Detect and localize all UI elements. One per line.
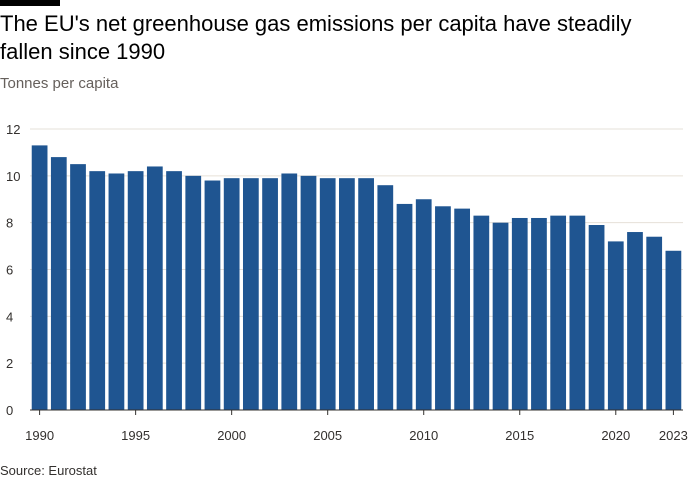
y-tick-label: 4 (6, 309, 13, 324)
bar-2009 (396, 203, 413, 410)
bars (31, 145, 682, 411)
bar-1994 (108, 173, 125, 410)
y-tick-label: 6 (6, 263, 13, 278)
y-tick-label: 10 (6, 169, 20, 184)
bar-2003 (281, 173, 298, 410)
x-tick-label: 2015 (505, 428, 534, 443)
bar-1997 (166, 171, 182, 410)
bar-1991 (50, 157, 67, 410)
bar-2005 (319, 178, 336, 410)
bar-1999 (204, 180, 221, 410)
y-axis-labels: 0 2 4 6 8 10 12 (6, 122, 20, 418)
x-axis-labels: 1990 1995 2000 2005 2010 2015 2020 2023 (25, 428, 688, 443)
bar-2007 (358, 178, 374, 410)
bar-2001 (242, 178, 259, 410)
bar-2000 (223, 178, 240, 410)
bar-1992 (70, 164, 86, 411)
y-tick-label: 2 (6, 356, 13, 371)
x-tick-label: 2020 (601, 428, 630, 443)
bar-2013 (473, 215, 490, 410)
chart-subtitle: Tonnes per capita (0, 75, 119, 92)
bar-1995 (127, 171, 144, 410)
bar-chart: 0 2 4 6 8 10 12 1990 1995 2000 2005 2010 2015 2020 20… (6, 122, 688, 443)
bar-1993 (89, 171, 106, 410)
y-tick-label: 12 (6, 122, 20, 137)
bar-2022 (646, 236, 663, 410)
bar-2014 (492, 222, 509, 410)
y-tick-label: 0 (6, 403, 13, 418)
bar-2015 (511, 217, 528, 410)
bar-2018 (569, 215, 586, 410)
bar-2019 (588, 225, 605, 410)
bar-2016 (531, 217, 547, 410)
bar-1998 (185, 175, 202, 410)
x-tick-label: 1995 (121, 428, 150, 443)
bar-2004 (300, 175, 317, 410)
bar-2021 (627, 232, 643, 410)
bar-2010 (415, 199, 432, 410)
y-tick-label: 8 (6, 216, 13, 231)
bar-1996 (146, 166, 163, 410)
bar-2023 (665, 250, 682, 410)
bar-2002 (262, 178, 278, 410)
header-rule (0, 0, 60, 6)
bar-1990 (31, 145, 48, 410)
source-note: Source: Eurostat (0, 463, 97, 478)
bar-2020 (607, 241, 624, 410)
bar-2006 (339, 178, 355, 410)
x-tick-label: 2000 (217, 428, 246, 443)
x-axis (30, 409, 683, 415)
x-tick-label: 1990 (25, 428, 54, 443)
bar-2011 (435, 206, 451, 410)
x-tick-label: 2010 (409, 428, 438, 443)
bar-2008 (377, 185, 394, 410)
chart-title: The EU's net greenhouse gas emissions pe… (0, 11, 632, 64)
bar-2012 (454, 208, 471, 410)
bar-2017 (550, 215, 567, 410)
x-tick-label: 2023 (659, 428, 688, 443)
x-tick-label: 2005 (313, 428, 342, 443)
